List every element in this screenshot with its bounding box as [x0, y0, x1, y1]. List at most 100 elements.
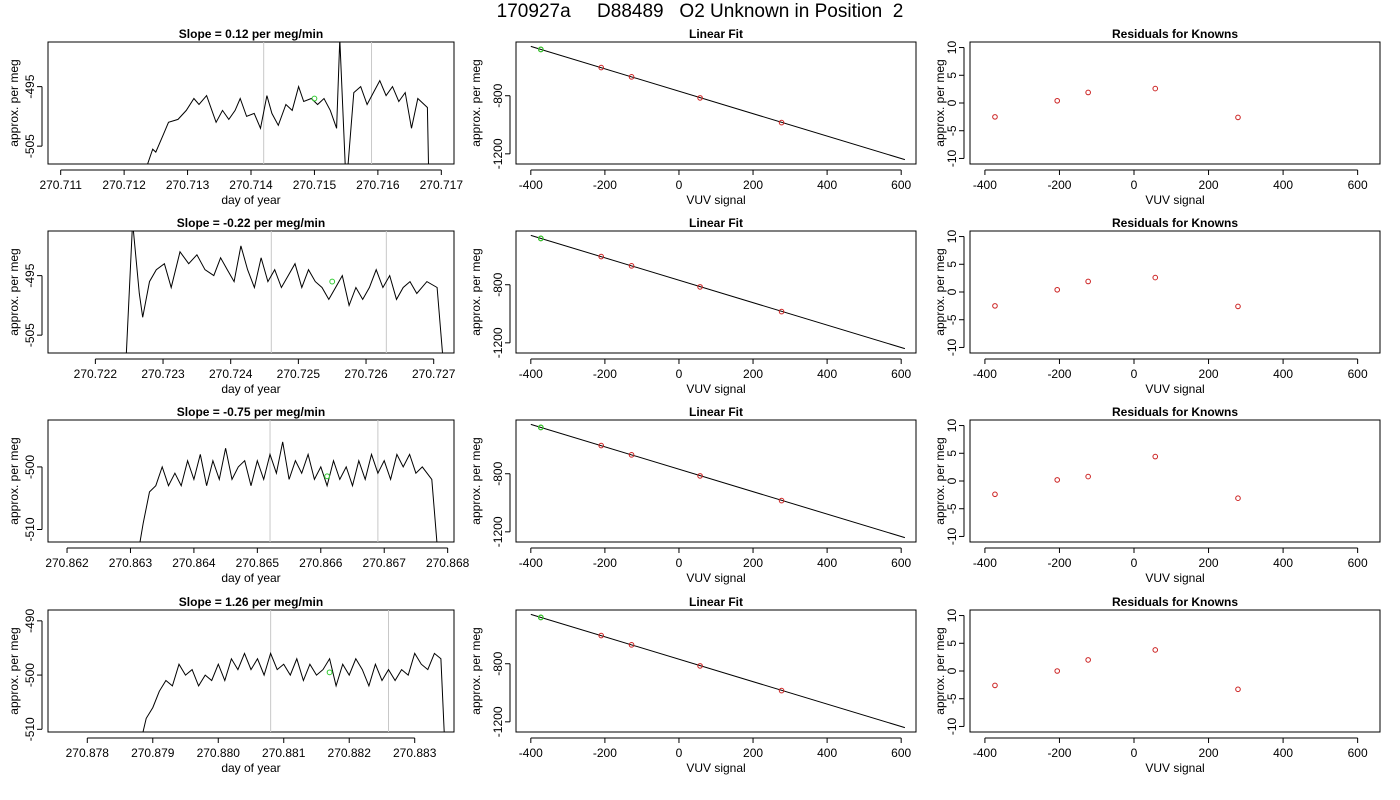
residuals-title: Residuals for Knowns	[1112, 405, 1238, 419]
timeseries-ylabel: approx. per meg	[7, 437, 21, 524]
linear-fit-frame	[515, 419, 917, 543]
residuals-title: Residuals for Knowns	[1112, 27, 1238, 41]
residual-point	[1235, 303, 1241, 310]
residuals-x-tick-label: 400	[1273, 746, 1293, 760]
residuals-y-tick-label: -10	[945, 338, 959, 356]
fit-line	[530, 423, 906, 539]
linear-fit-x-tick-label: 0	[676, 367, 683, 381]
linear-fit-ylabel: approx. per meg	[469, 59, 483, 146]
linear-fit-y-tick-label: -800	[491, 83, 505, 107]
timeseries-title: Slope = 0.12 per meg/min	[179, 27, 323, 41]
timeseries-title: Slope = -0.75 per meg/min	[177, 405, 325, 419]
residuals-x-tick-label: 200	[1199, 178, 1219, 192]
linear-fit-ylabel: approx. per meg	[469, 437, 483, 524]
residuals-x-tick-label: 0	[1131, 178, 1138, 192]
timeseries-x-tick-label: 270.724	[209, 367, 253, 381]
residuals-x-tick-label: 0	[1131, 746, 1138, 760]
residuals-y-tick-label: -5	[945, 314, 959, 325]
linear-fit-y-tick-label: -1200	[491, 516, 505, 547]
residuals-xlabel: VUV signal	[1145, 193, 1204, 207]
linear-fit-x-tick-label: 0	[676, 556, 683, 570]
residuals-frame	[969, 609, 1381, 733]
linear-fit-x-tick-label: 400	[817, 556, 837, 570]
linear-fit-x-tick-label: -200	[593, 367, 617, 381]
linear-fit-title: Linear Fit	[689, 405, 743, 419]
unknown-point	[537, 46, 544, 53]
known-point	[628, 74, 635, 80]
linear-fit-x-tick-label: 600	[891, 178, 911, 192]
known-point	[778, 308, 785, 315]
timeseries-xlabel: day of year	[221, 193, 280, 207]
timeseries-x-tick-label: 270.866	[299, 556, 343, 570]
residuals-y-tick-label: 10	[945, 41, 959, 55]
linear-fit-x-tick-label: -200	[593, 746, 617, 760]
residual-point	[1235, 495, 1241, 501]
linear-fit-x-tick-label: -400	[519, 367, 543, 381]
unknown-point	[537, 235, 544, 242]
residual-point	[992, 682, 998, 689]
timeseries-x-tick-label: 270.878	[66, 746, 110, 760]
timeseries-x-tick-label: 270.715	[293, 178, 337, 192]
timeseries-trace	[147, 42, 429, 164]
known-point	[697, 284, 703, 290]
residuals-y-tick-label: 10	[945, 609, 959, 623]
residual-point	[1235, 114, 1241, 121]
residual-point	[1085, 473, 1091, 480]
linear-fit-x-tick-label: 400	[817, 367, 837, 381]
residuals-y-tick-label: 0	[945, 99, 959, 106]
residuals-title: Residuals for Knowns	[1112, 216, 1238, 230]
residuals-x-tick-label: -400	[973, 556, 997, 570]
linear-fit-x-tick-label: 200	[743, 556, 763, 570]
residuals-y-tick-label: 5	[945, 72, 959, 79]
timeseries-xlabel: day of year	[221, 571, 280, 585]
timeseries-frame	[47, 230, 455, 354]
known-point	[598, 442, 604, 449]
residual-point	[992, 303, 998, 309]
residuals-ylabel: approx. per meg	[933, 627, 947, 714]
timeseries-x-tick-label: 270.862	[45, 556, 89, 570]
residual-point	[1085, 657, 1091, 663]
unknown-point	[537, 424, 544, 431]
timeseries-x-tick-label: 270.879	[131, 746, 175, 760]
residual-point	[1054, 97, 1061, 104]
residuals-y-tick-label: 5	[945, 450, 959, 457]
residuals-y-tick-label: -10	[945, 527, 959, 545]
timeseries-y-tick-label: -495	[23, 263, 37, 287]
midpoint-marker	[326, 669, 333, 676]
linear-fit-x-tick-label: 600	[891, 367, 911, 381]
residual-point	[1085, 89, 1091, 96]
known-point	[778, 119, 785, 126]
residuals-title: Residuals for Knowns	[1112, 595, 1238, 609]
linear-fit-xlabel: VUV signal	[686, 571, 745, 585]
residuals-xlabel: VUV signal	[1145, 382, 1204, 396]
linear-fit-title: Linear Fit	[689, 216, 743, 230]
residuals-x-tick-label: 400	[1273, 367, 1293, 381]
residuals-frame	[969, 230, 1381, 354]
timeseries-y-tick-label: -490	[23, 609, 37, 633]
timeseries-x-tick-label: 270.880	[197, 746, 241, 760]
residual-point	[1152, 453, 1159, 460]
timeseries-trace	[142, 651, 445, 732]
midpoint-marker	[329, 278, 336, 285]
linear-fit-frame	[515, 609, 917, 733]
known-point	[778, 497, 785, 504]
timeseries-trace	[139, 441, 438, 542]
fit-line	[530, 234, 906, 350]
known-point	[598, 64, 604, 71]
timeseries-y-tick-label: -505	[23, 323, 37, 347]
linear-fit-x-tick-label: -400	[519, 178, 543, 192]
residual-point	[1152, 647, 1159, 653]
linear-fit-title: Linear Fit	[689, 595, 743, 609]
timeseries-x-tick-label: 270.883	[393, 746, 437, 760]
timeseries-x-tick-label: 270.726	[344, 367, 388, 381]
residuals-x-tick-label: 400	[1273, 178, 1293, 192]
residuals-xlabel: VUV signal	[1145, 571, 1204, 585]
timeseries-ylabel: approx. per meg	[7, 627, 21, 714]
linear-fit-x-tick-label: -400	[519, 746, 543, 760]
timeseries-x-tick-label: 270.716	[356, 178, 400, 192]
residuals-y-tick-label: 10	[945, 230, 959, 244]
residuals-y-tick-label: 0	[945, 667, 959, 674]
residuals-ylabel: approx. per meg	[933, 248, 947, 335]
linear-fit-y-tick-label: -1200	[491, 706, 505, 737]
residuals-y-tick-label: 5	[945, 640, 959, 647]
